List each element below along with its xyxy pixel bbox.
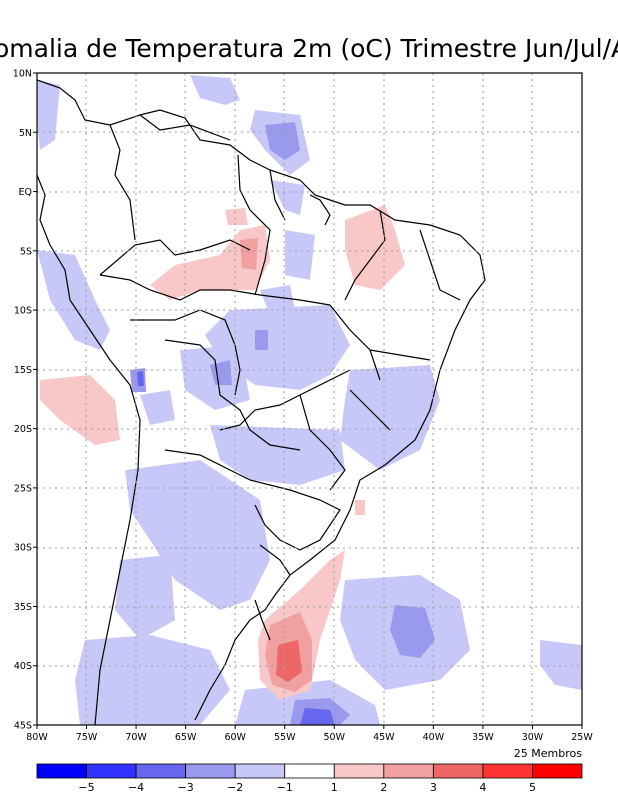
lon-tick-label: 35W xyxy=(472,732,494,743)
lat-tick-label: 10N xyxy=(13,69,32,80)
colorbar-label: −2 xyxy=(227,781,243,794)
negative-anomaly-peak xyxy=(137,371,335,725)
colorbar-label: 3 xyxy=(430,781,437,794)
positive-anomaly-peak xyxy=(276,640,302,682)
lon-tick-label: 70W xyxy=(125,732,147,743)
colorbar-swatch xyxy=(284,763,335,779)
colorbar-swatch xyxy=(432,763,484,779)
colorbar-swatch xyxy=(333,763,385,779)
colorbar-swatch xyxy=(185,763,236,779)
colorbar-swatch xyxy=(532,763,583,779)
lon-tick-label: 80W xyxy=(26,732,48,743)
colorbar-legend: −5 −4 −3 −2 −1 1 2 3 4 5 xyxy=(36,763,583,794)
colorbar-label: −5 xyxy=(78,781,94,794)
colorbar-swatch xyxy=(234,763,286,779)
colorbar-swatch xyxy=(482,763,533,779)
gridlines xyxy=(37,73,582,725)
colorbar-swatch xyxy=(383,763,434,779)
map-content xyxy=(37,73,582,725)
latitude-ticks: 10N 5N EQ 5S 10S 15S 20S 25S 30S 35S 40S 45S xyxy=(13,69,37,732)
colorbar-swatch xyxy=(36,763,87,779)
lon-tick-label: 45W xyxy=(373,732,395,743)
lon-tick-label: 65W xyxy=(175,732,197,743)
lat-tick-label: EQ xyxy=(19,187,32,198)
lat-tick-label: 5S xyxy=(20,246,32,257)
lon-tick-label: 55W xyxy=(274,732,296,743)
lat-tick-label: 40S xyxy=(14,661,32,672)
lat-tick-label: 25S xyxy=(14,483,32,494)
lat-tick-label: 15S xyxy=(14,365,32,376)
colorbar-swatch xyxy=(86,763,137,779)
lon-tick-label: 50W xyxy=(324,732,346,743)
colorbar-swatch xyxy=(135,763,187,779)
longitude-ticks: 80W 75W 70W 65W 60W 55W 50W 45W 40W 35W 30W 25W xyxy=(26,725,593,743)
lon-tick-label: 30W xyxy=(522,732,544,743)
colorbar-label: −3 xyxy=(178,781,194,794)
map-title: omalia de Temperatura 2m (oC) Trimestre … xyxy=(0,34,618,63)
lat-tick-label: 35S xyxy=(14,602,32,613)
continent-outline xyxy=(37,79,486,725)
negative-anomaly-shading xyxy=(37,75,582,725)
lat-tick-label: 5N xyxy=(19,128,32,139)
colorbar-label: 1 xyxy=(331,781,338,794)
lat-tick-label: 10S xyxy=(14,306,32,317)
colorbar-label: −4 xyxy=(128,781,144,794)
colorbar-label: 5 xyxy=(529,781,536,794)
colorbar-label: 4 xyxy=(479,781,486,794)
lon-tick-label: 60W xyxy=(224,732,246,743)
lon-tick-label: 25W xyxy=(571,732,593,743)
map-frame xyxy=(36,72,583,726)
colorbar-label: 2 xyxy=(380,781,387,794)
members-note: 25 Membros xyxy=(514,747,582,760)
lat-tick-label: 20S xyxy=(14,424,32,435)
lat-tick-label: 45S xyxy=(14,721,32,732)
colorbar-label: −1 xyxy=(277,781,293,794)
lon-tick-label: 40W xyxy=(423,732,445,743)
lon-tick-label: 75W xyxy=(76,732,98,743)
lat-tick-label: 30S xyxy=(14,543,32,554)
